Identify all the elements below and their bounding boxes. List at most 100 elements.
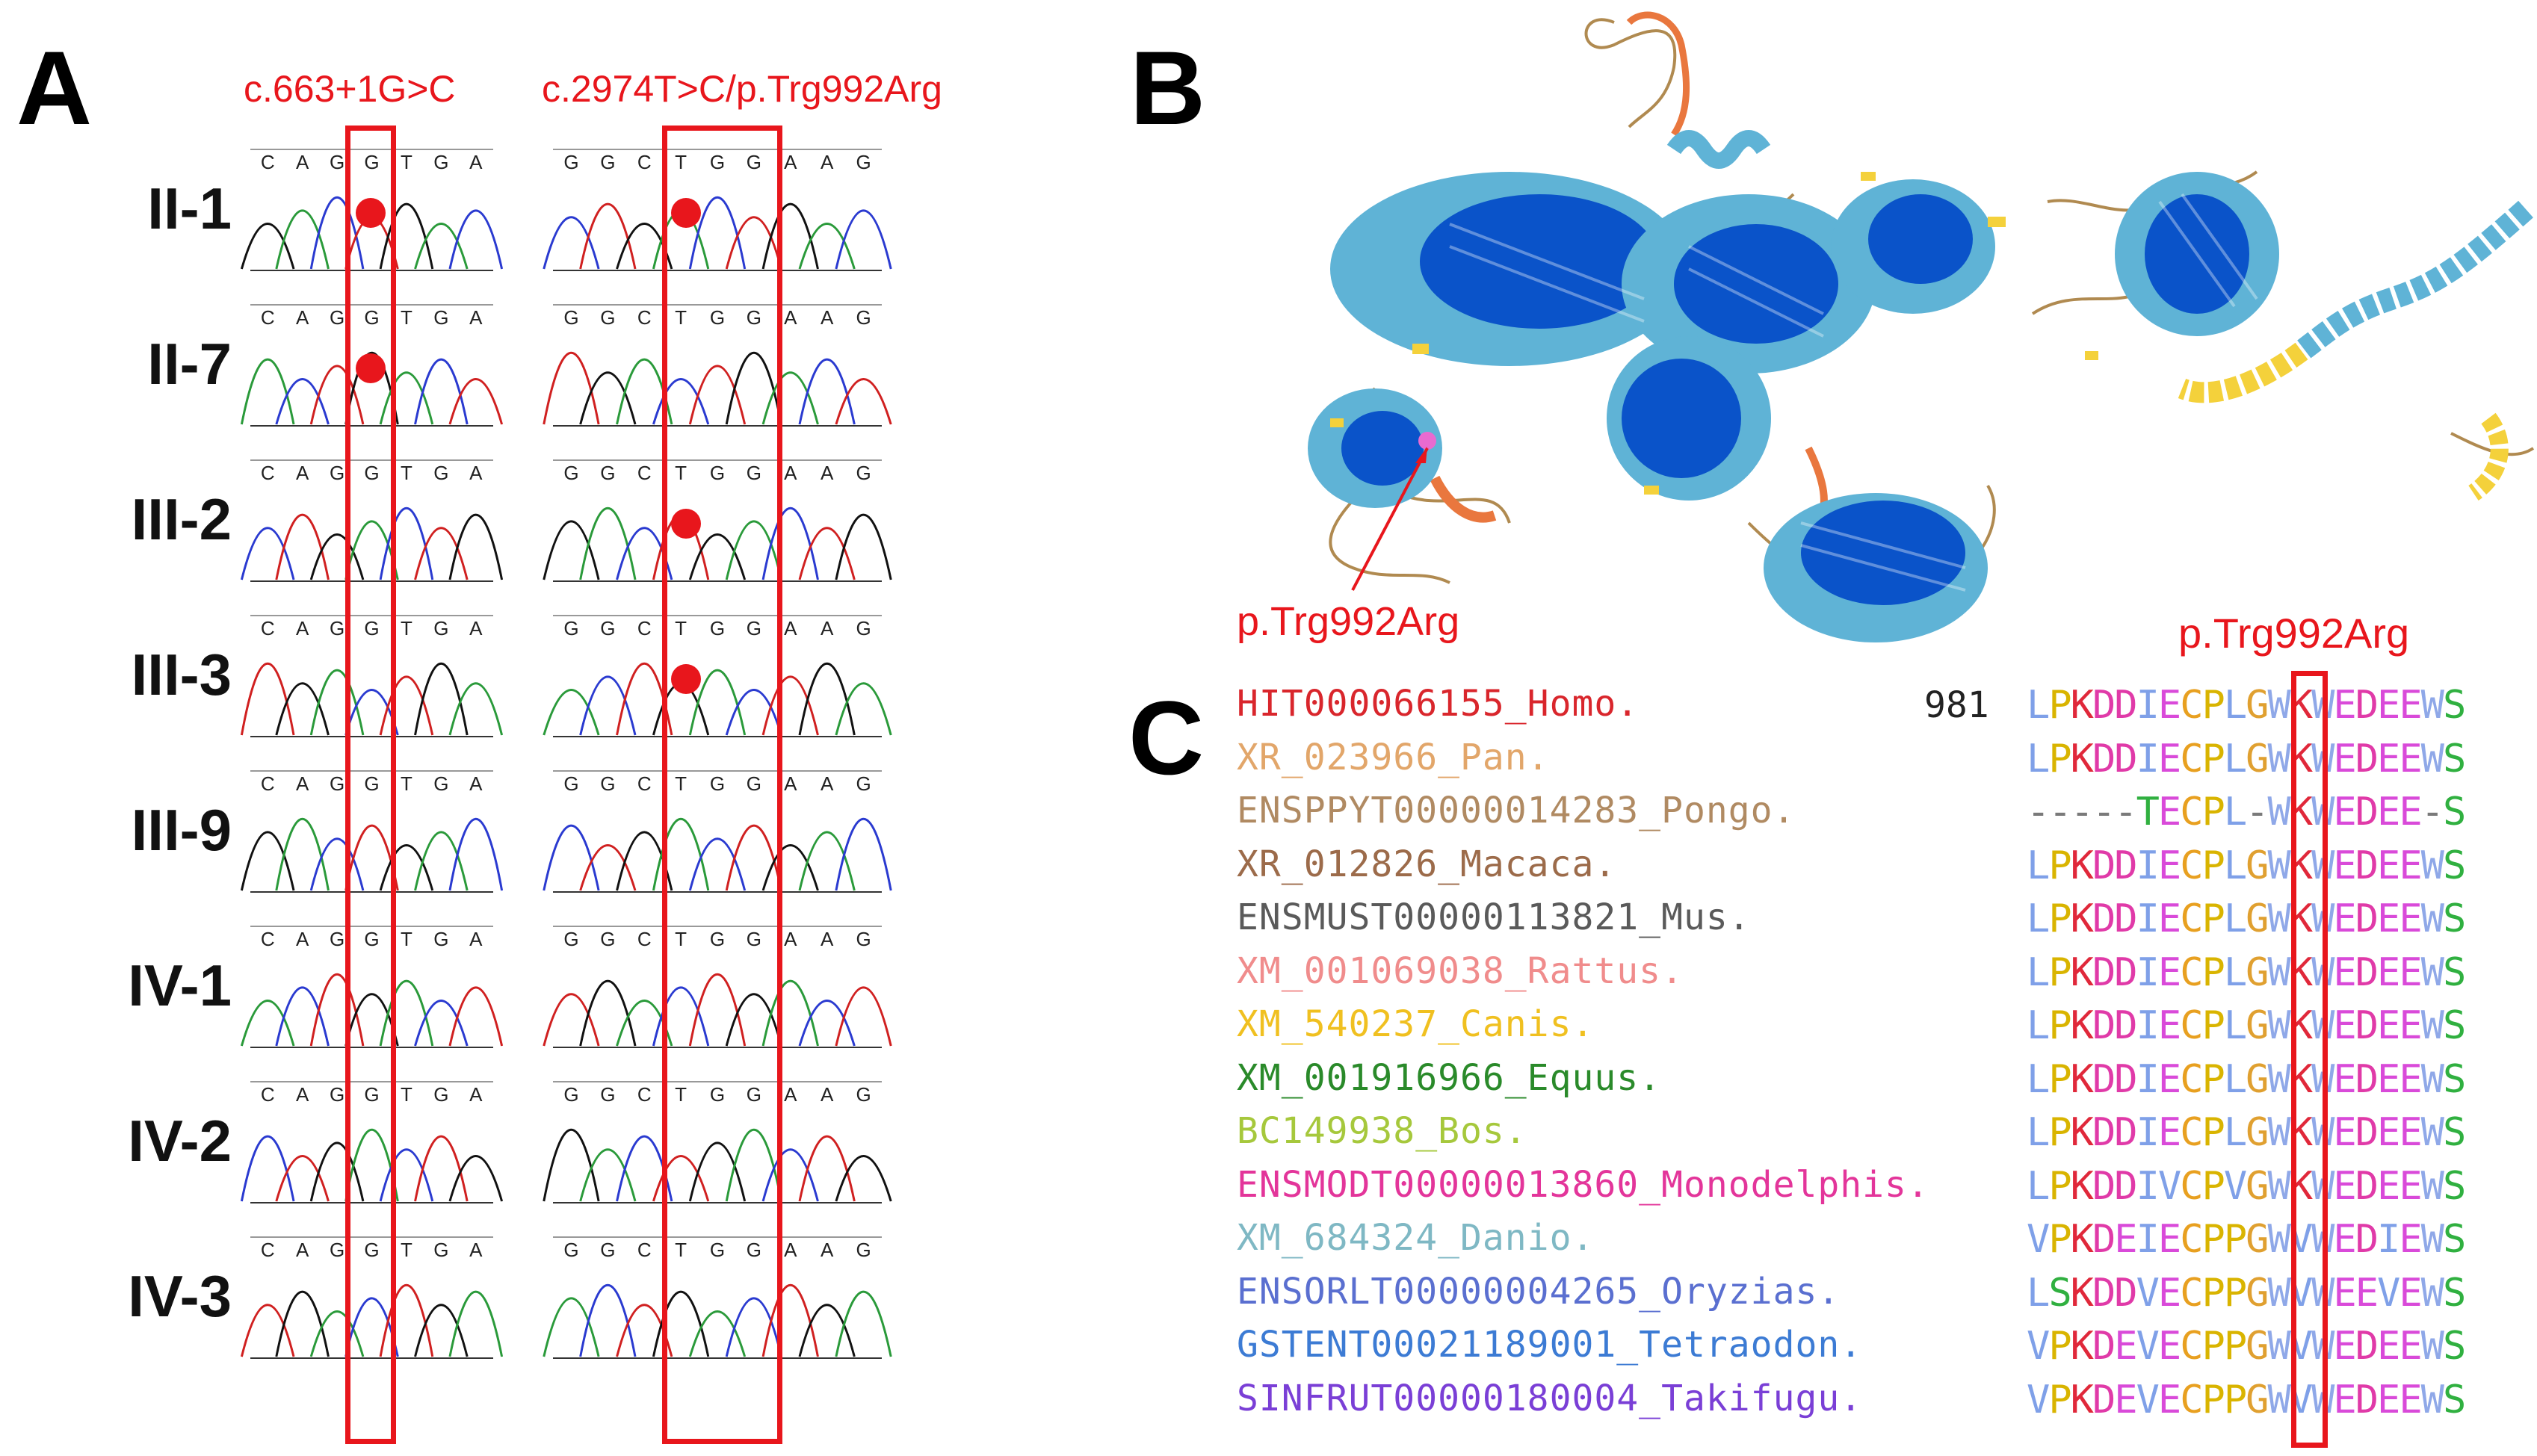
- residue: V: [2027, 1377, 2050, 1422]
- residue: E: [2377, 1110, 2400, 1155]
- base-call: G: [563, 462, 578, 484]
- base-call: G: [563, 1083, 578, 1106]
- residue: D: [2092, 1110, 2116, 1155]
- residue: L: [2223, 1056, 2247, 1102]
- alignment-header: p.Trg992Arg: [2178, 610, 2410, 657]
- base-call: G: [710, 151, 725, 173]
- mutation-label-left: c.663+1G>C: [244, 68, 456, 110]
- residue: C: [2180, 1056, 2203, 1102]
- base-call: G: [856, 462, 871, 484]
- mutation-label-right: c.2974T>C/p.Trg992Arg: [542, 68, 942, 110]
- residue: E: [2399, 896, 2422, 941]
- residue: E: [2333, 1377, 2356, 1422]
- residue: W: [2420, 896, 2444, 941]
- trace-peak: [579, 1148, 637, 1202]
- trace-peak: [688, 837, 747, 891]
- residue: E: [2157, 1217, 2181, 1262]
- trace-peak: [652, 378, 710, 425]
- residue: W: [2267, 1270, 2290, 1316]
- base-call: A: [469, 1083, 483, 1106]
- residue: I: [2136, 1163, 2160, 1209]
- residue: W: [2267, 683, 2290, 728]
- base-call: C: [637, 1239, 652, 1261]
- residue: P: [2048, 1056, 2071, 1102]
- residue: L: [2027, 950, 2050, 995]
- residue: V: [2027, 1217, 2050, 1262]
- residue: W: [2420, 1110, 2444, 1155]
- trace-peak: [414, 831, 469, 891]
- residue: W: [2267, 1003, 2290, 1048]
- alignment-start-position: 981: [1924, 684, 1989, 726]
- residue: D: [2114, 1270, 2137, 1316]
- base-call: G: [433, 151, 448, 173]
- base-call: G: [433, 306, 448, 329]
- residue: E: [2157, 843, 2181, 888]
- base-call: C: [637, 1083, 652, 1106]
- highlight-box-right: [662, 126, 782, 1444]
- trace-peak: [798, 1304, 856, 1357]
- base-call: G: [330, 1239, 344, 1261]
- annotation-arrow: [1351, 447, 1429, 591]
- trace-peak: [275, 209, 330, 270]
- residue: D: [2355, 1056, 2379, 1102]
- residue: E: [2399, 1003, 2422, 1048]
- trace-peak: [798, 358, 856, 425]
- residue: E: [2157, 1003, 2181, 1048]
- base-call: T: [401, 617, 412, 639]
- aligned-sequence: LSKDDVECPPGWVWEEVEWS: [2027, 1270, 2466, 1316]
- residue: E: [2377, 1056, 2400, 1102]
- trace-peak: [652, 986, 710, 1047]
- residue: W: [2267, 1056, 2290, 1102]
- residue: E: [2157, 736, 2181, 781]
- residue: W: [2267, 1110, 2290, 1155]
- residue: C: [2180, 736, 2203, 781]
- base-call: G: [563, 1239, 578, 1261]
- residue: P: [2201, 736, 2225, 781]
- base-call: G: [563, 928, 578, 950]
- residue: K: [2070, 683, 2094, 728]
- species-name: ENSPPYT00000014283_Pongo.: [1237, 790, 1796, 831]
- residue: D: [2092, 1056, 2116, 1102]
- trace-peak: [379, 675, 434, 736]
- base-call: G: [747, 306, 761, 329]
- mutation-dot: [671, 509, 701, 539]
- trace-peak: [309, 1141, 365, 1202]
- panel-a-label: A: [16, 29, 93, 146]
- aligned-sequence: VPKDEIECPPGWVWEDIEWS: [2027, 1217, 2466, 1262]
- residue: E: [2377, 896, 2400, 941]
- base-call: G: [856, 306, 871, 329]
- residue: D: [2092, 1163, 2116, 1209]
- base-call: C: [637, 928, 652, 950]
- residue: D: [2355, 1003, 2379, 1048]
- residue: W: [2420, 1324, 2444, 1369]
- base-call: G: [330, 462, 344, 484]
- residue: D: [2355, 683, 2379, 728]
- residue: P: [2201, 1163, 2225, 1209]
- base-call: G: [710, 772, 725, 795]
- base-call: A: [784, 617, 797, 639]
- base-call: T: [675, 306, 687, 329]
- base-call: G: [433, 462, 448, 484]
- residue: E: [2377, 843, 2400, 888]
- base-call: G: [710, 462, 725, 484]
- residue: E: [2399, 1163, 2422, 1209]
- trace-peak: [448, 682, 504, 736]
- species-name: BC149938_Bos.: [1237, 1110, 1527, 1152]
- residue: K: [2070, 896, 2094, 941]
- base-call: A: [784, 1239, 797, 1261]
- residue: L: [2027, 1056, 2050, 1102]
- residue: V: [2136, 1377, 2160, 1422]
- base-call: G: [433, 772, 448, 795]
- residue: D: [2355, 1110, 2379, 1155]
- residue: P: [2201, 1270, 2225, 1316]
- residue: D: [2092, 1270, 2116, 1316]
- residue: L: [2223, 1110, 2247, 1155]
- trace-peak: [379, 1148, 434, 1202]
- residue: G: [2246, 950, 2269, 995]
- residue: I: [2136, 1003, 2160, 1048]
- trace-peak: [798, 663, 856, 736]
- trace-peak: [761, 675, 819, 736]
- residue: P: [2048, 1217, 2071, 1262]
- residue: K: [2070, 1003, 2094, 1048]
- trace-peak: [688, 1141, 747, 1202]
